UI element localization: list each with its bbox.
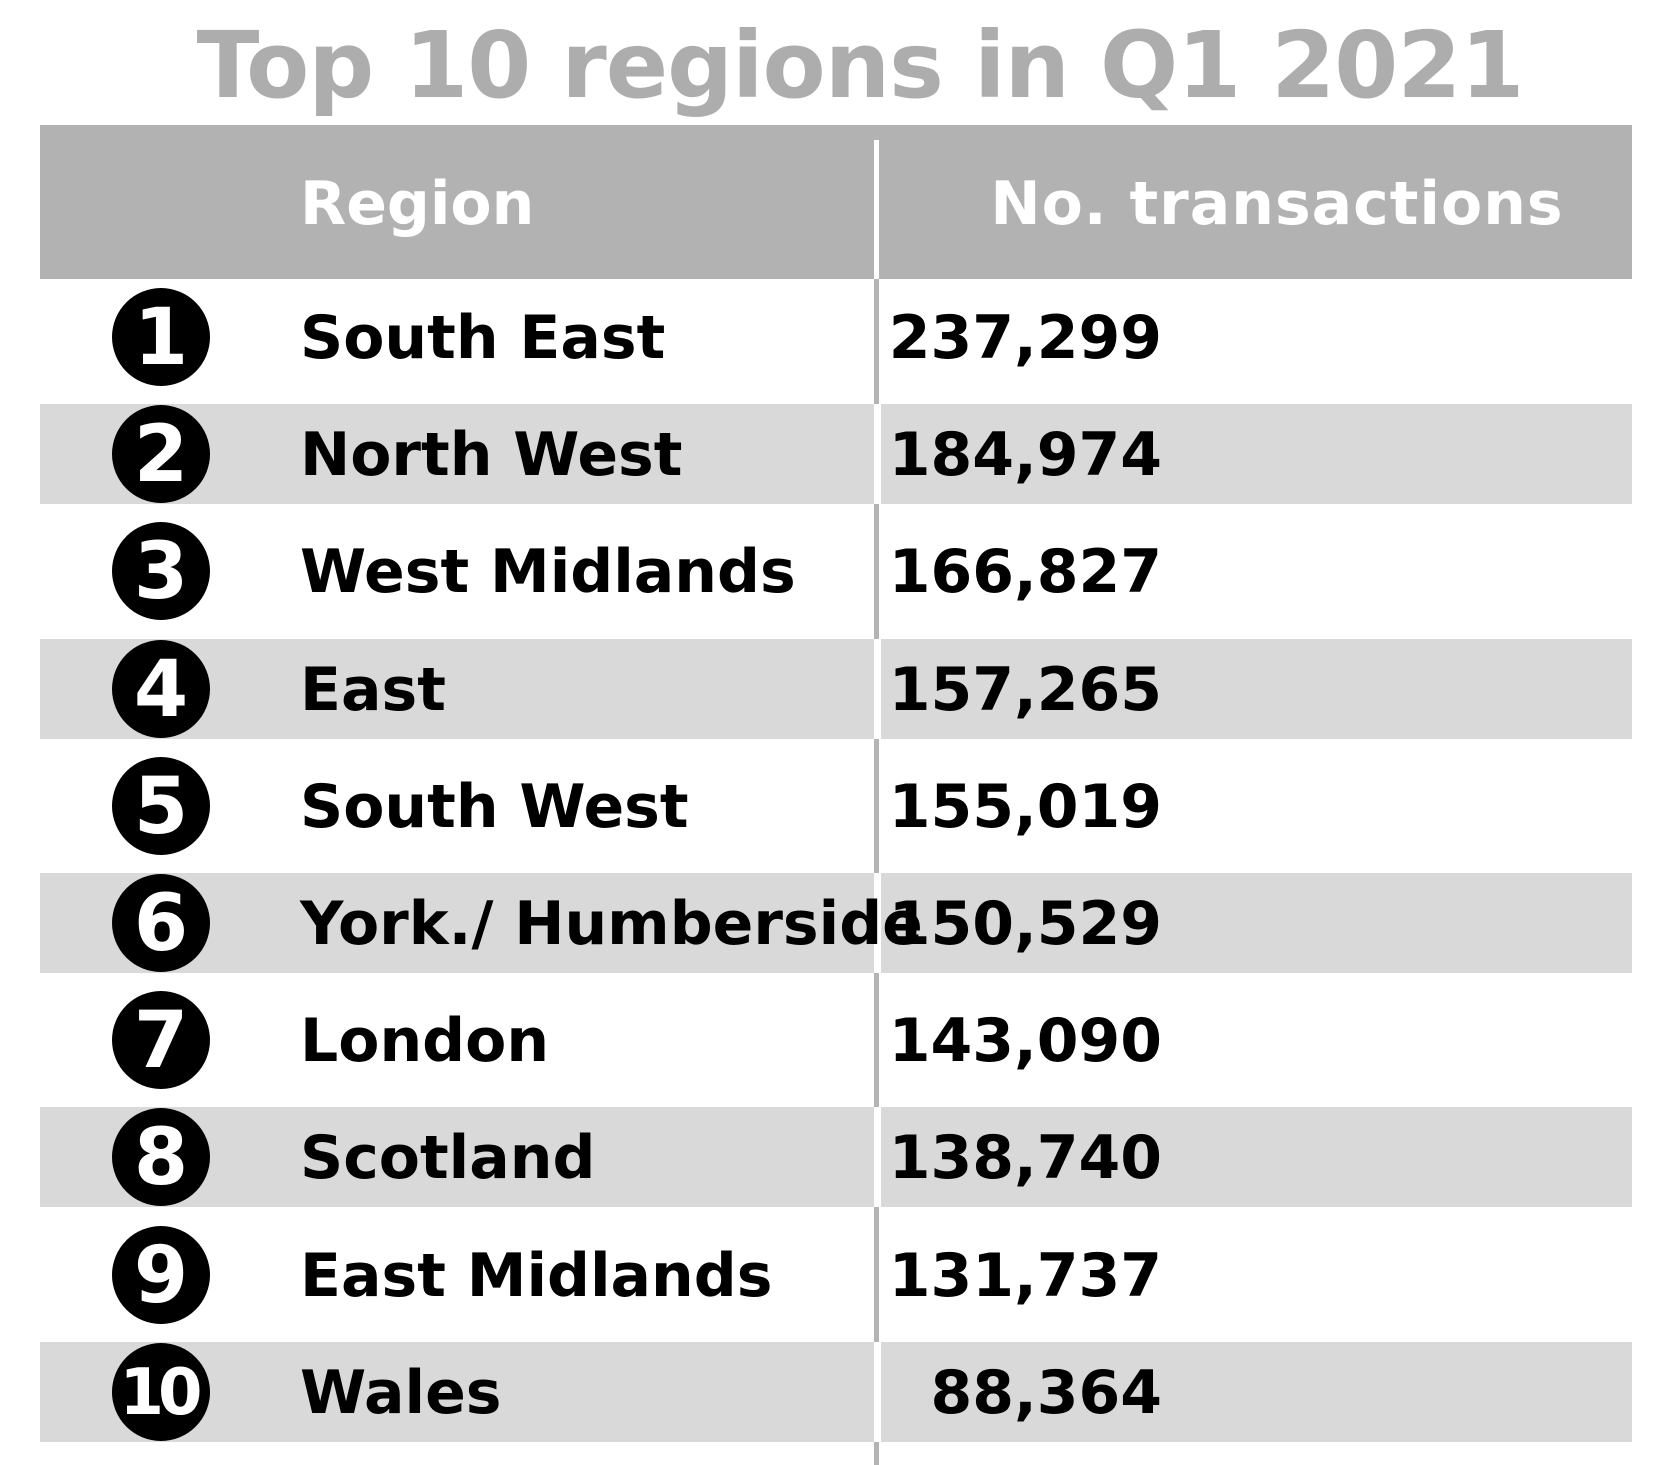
column-header-transactions: No. transactions [990,169,1564,239]
transactions-value: 184,974 [888,420,1162,490]
table-title: Top 10 regions in Q1 2021 [196,12,1525,119]
transactions-value: 131,737 [888,1241,1162,1311]
table-row: 4 East 157,265 [40,639,1632,739]
transactions-value: 150,529 [888,889,1162,959]
transactions-cell: 150,529 [889,873,1632,973]
region-name: South West [300,772,689,842]
transactions-cell: 184,974 [889,404,1632,504]
transactions-value: 155,019 [888,772,1162,842]
rank-badge: 7 [112,991,210,1089]
row-divider-gap [874,639,881,739]
transactions-value: 143,090 [888,1006,1162,1076]
table-row: 7 London 143,090 [40,990,1632,1090]
rank-badge: 1 [112,288,210,386]
transactions-value: 138,740 [888,1123,1162,1193]
transactions-value: 88,364 [930,1358,1162,1428]
transactions-cell: 237,299 [889,287,1632,387]
table-header: Region No. transactions [40,125,1632,279]
transactions-cell: 143,090 [889,990,1632,1090]
region-name: East [300,655,446,725]
transactions-cell: 88,364 [922,1342,1632,1442]
transactions-value: 166,827 [888,537,1162,607]
table-row: 3 West Midlands 166,827 [40,521,1632,621]
table-row: 10 Wales 88,364 [40,1342,1632,1442]
table-row: 9 East Midlands 131,737 [40,1225,1632,1325]
transactions-cell: 155,019 [889,756,1632,856]
rank-badge: 2 [112,405,210,503]
transactions-cell: 138,740 [889,1107,1632,1207]
rank-badge: 9 [112,1226,210,1324]
transactions-cell: 131,737 [889,1225,1632,1325]
row-divider-gap [874,873,881,973]
table-row: 8 Scotland 138,740 [40,1107,1632,1207]
region-name: North West [300,420,683,490]
column-header-region: Region [300,169,535,239]
region-name: York./ Humberside [300,889,923,959]
rank-badge: 6 [112,874,210,972]
rank-badge: 3 [112,522,210,620]
rank-badge: 5 [112,757,210,855]
header-divider [874,140,879,279]
row-divider-gap [874,404,881,504]
table-row: 2 North West 184,974 [40,404,1632,504]
transactions-value: 157,265 [888,655,1162,725]
rank-badge: 10 [112,1343,210,1441]
region-name: West Midlands [300,537,796,607]
table-row: 6 York./ Humberside 150,529 [40,873,1632,973]
table-row: 5 South West 155,019 [40,756,1632,856]
region-name: East Midlands [300,1241,773,1311]
region-name: Wales [300,1358,502,1428]
transactions-cell: 166,827 [889,521,1632,621]
table-row: 1 South East 237,299 [40,287,1632,387]
region-name: Scotland [300,1123,596,1193]
region-name: London [300,1006,550,1076]
row-divider-gap [874,1342,881,1442]
transactions-cell: 157,265 [889,639,1632,739]
rank-badge: 4 [112,640,210,738]
column-divider [874,140,879,1465]
transactions-value: 237,299 [888,303,1162,373]
row-divider-gap [874,1107,881,1207]
rank-badge: 8 [112,1108,210,1206]
region-name: South East [300,303,666,373]
